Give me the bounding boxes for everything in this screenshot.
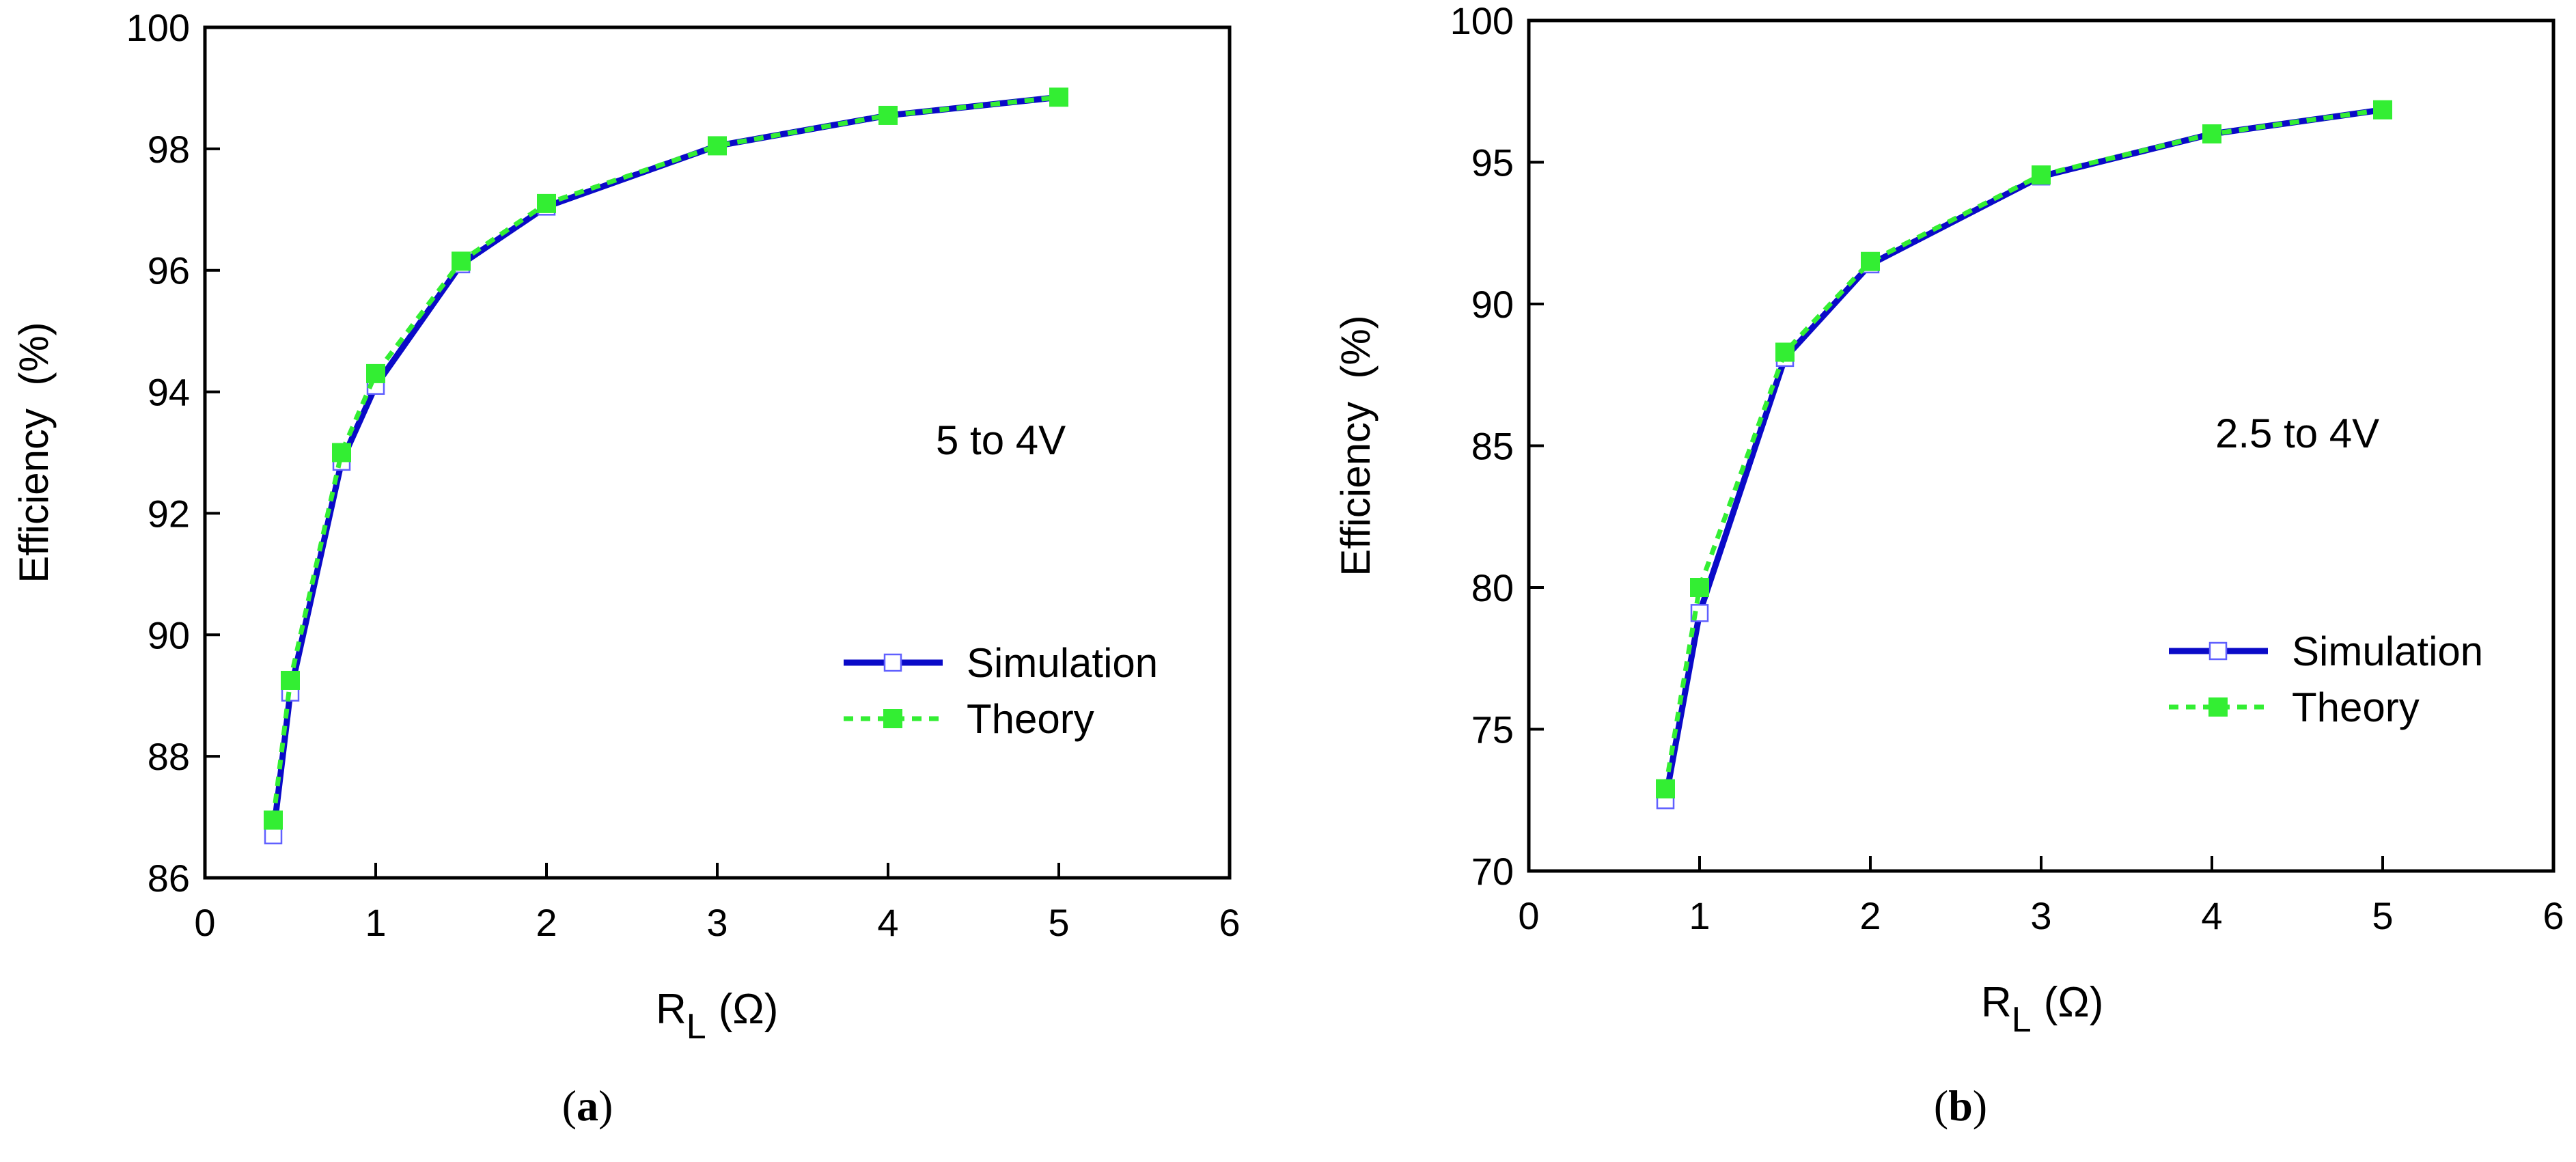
legend-marker-theory xyxy=(2208,697,2228,717)
legend-label-theory: Theory xyxy=(2292,684,2420,730)
y-tick-label: 94 xyxy=(148,371,190,414)
data-point-theory xyxy=(708,136,727,156)
chart-panel-a: 0 1 2 3 4 5 6 86 88 90 92 94 96 98 100 Efficiency (%) RL… xyxy=(11,6,1241,1130)
data-point-theory xyxy=(2373,100,2392,120)
panel-caption: (b) xyxy=(1934,1081,1987,1130)
legend-label-simulation: Simulation xyxy=(2292,628,2483,674)
y-tick-label: 96 xyxy=(148,249,190,292)
data-point-theory xyxy=(878,105,898,125)
legend: Simulation Theory xyxy=(844,640,1158,742)
legend-label-theory: Theory xyxy=(967,696,1094,742)
data-point-theory xyxy=(264,810,283,830)
x-tick-label: 0 xyxy=(194,901,215,944)
legend-label-simulation: Simulation xyxy=(967,640,1158,686)
data-point-theory xyxy=(1049,87,1068,107)
x-tick-label: 5 xyxy=(2372,894,2393,937)
series-line-simulation xyxy=(270,94,1060,836)
voltage-annotation: 5 to 4V xyxy=(936,417,1066,463)
y-tick-label: 80 xyxy=(1471,566,1514,609)
x-axis-label-main: R xyxy=(656,986,687,1033)
panel-caption-close: ) xyxy=(598,1081,613,1130)
data-point-theory xyxy=(537,193,556,213)
x-tick-label: 4 xyxy=(877,901,898,944)
legend-marker-theory xyxy=(883,709,902,728)
legend: Simulation Theory xyxy=(2169,628,2483,730)
series-simulation xyxy=(264,88,1068,844)
y-tick-label: 92 xyxy=(148,492,190,535)
x-tick-label: 1 xyxy=(365,901,386,944)
x-tick-label: 2 xyxy=(1859,894,1881,937)
x-axis-label-sub: L xyxy=(2012,1000,2032,1040)
data-point-theory xyxy=(1775,342,1795,362)
x-tick-label: 0 xyxy=(1518,894,1539,937)
data-point-theory xyxy=(1656,779,1675,799)
y-tick-label: 90 xyxy=(1471,283,1514,326)
series-theory xyxy=(1656,100,2392,799)
x-tick-label: 3 xyxy=(2030,894,2051,937)
chart-panel-b: 0 1 2 3 4 5 6 70 75 80 85 90 95 100 Efficiency (%) RL (Ω… xyxy=(1333,0,2564,1130)
data-point-theory xyxy=(1861,251,1880,271)
x-tick-label: 4 xyxy=(2201,894,2222,937)
x-tick-label: 6 xyxy=(1219,901,1240,944)
panel-caption-letter: a xyxy=(577,1081,598,1130)
data-point-theory xyxy=(452,251,471,271)
y-tick-label: 88 xyxy=(148,735,190,778)
panel-caption-letter: b xyxy=(1948,1081,1973,1130)
panel-caption-open: ( xyxy=(562,1081,577,1130)
data-point-theory xyxy=(281,670,300,690)
y-tick-label: 86 xyxy=(148,857,190,900)
y-axis-label: Efficiency (%) xyxy=(1333,315,1379,576)
y-tick-label: 100 xyxy=(1450,0,1514,42)
y-tick-label: 95 xyxy=(1471,141,1514,184)
y-tick-label: 100 xyxy=(126,6,190,49)
x-axis-label-unit: (Ω) xyxy=(719,986,779,1033)
data-point-theory xyxy=(2032,165,2051,185)
y-tick-label: 90 xyxy=(148,613,190,656)
x-tick-label: 2 xyxy=(536,901,557,944)
y-tick-label: 85 xyxy=(1471,425,1514,468)
y-tick-label: 98 xyxy=(148,128,190,171)
legend-marker-simulation xyxy=(883,653,902,672)
x-tick-label: 3 xyxy=(706,901,728,944)
data-point-theory xyxy=(332,443,351,462)
data-point-theory xyxy=(2202,124,2221,143)
series-theory xyxy=(264,87,1068,830)
legend-marker-simulation xyxy=(2208,641,2228,661)
panel-caption: (a) xyxy=(562,1081,613,1130)
data-point-theory xyxy=(1690,578,1709,597)
x-axis-label: RL (Ω) xyxy=(656,986,778,1047)
x-axis-label: RL (Ω) xyxy=(1981,979,2103,1040)
plot-frame xyxy=(1527,18,2556,873)
x-tick-label: 6 xyxy=(2543,894,2564,937)
voltage-annotation: 2.5 to 4V xyxy=(2215,411,2379,456)
y-tick-label: 70 xyxy=(1471,850,1514,893)
y-axis-label: Efficiency (%) xyxy=(11,322,57,583)
panel-caption-close: ) xyxy=(1973,1081,1987,1130)
x-axis-label-main: R xyxy=(1981,979,2012,1026)
x-axis-label-unit: (Ω) xyxy=(2044,979,2104,1026)
x-tick-label: 5 xyxy=(1048,901,1069,944)
x-tick-label: 1 xyxy=(1689,894,1710,937)
y-tick-label: 75 xyxy=(1471,708,1514,751)
panel-caption-open: ( xyxy=(1934,1081,1948,1130)
x-axis-label-sub: L xyxy=(687,1007,706,1047)
data-point-theory xyxy=(366,363,385,383)
